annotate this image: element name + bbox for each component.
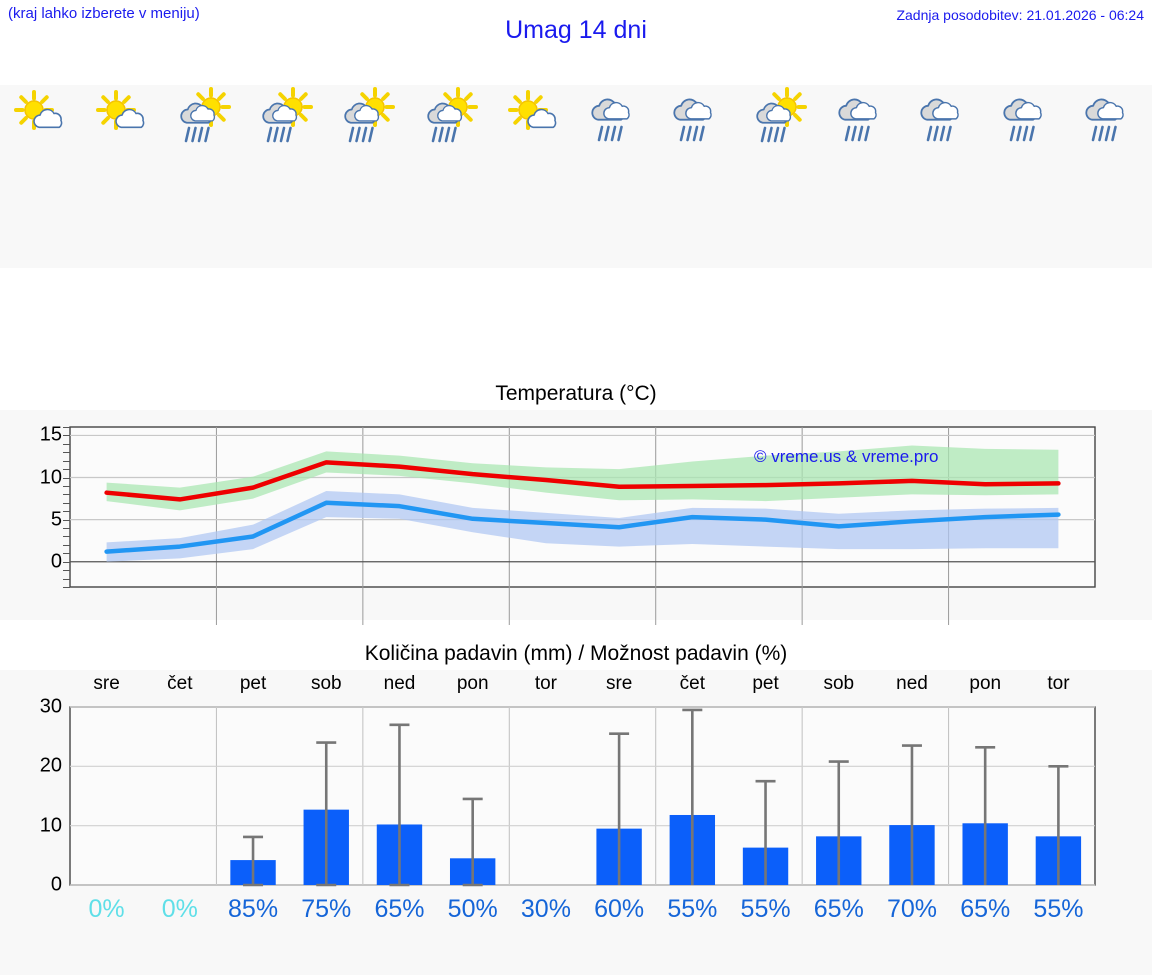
precipitation-day-label: pon <box>969 673 1002 694</box>
precipitation-day-label: ned <box>896 673 928 694</box>
precipitation-day-label: sob <box>310 673 342 694</box>
axis-tick <box>63 469 70 471</box>
precipitation-probability-label: 55% <box>667 895 718 923</box>
precipitation-probability-label: 75% <box>301 895 352 923</box>
cloud-rain-icon <box>905 92 987 144</box>
axis-tick <box>63 561 70 563</box>
precipitation-probability-label: 30% <box>520 895 571 923</box>
precipitation-probability-label: 65% <box>374 895 425 923</box>
precipitation-day-label: ned <box>383 673 416 694</box>
precipitation-day-label: sre <box>93 673 120 694</box>
precipitation-day-label: sre <box>605 673 633 694</box>
day-column[interactable] <box>658 85 740 268</box>
day-column[interactable] <box>247 85 329 268</box>
precipitation-probability-label: 70% <box>886 895 938 923</box>
sun-cloud-rain-icon <box>165 87 247 144</box>
axis-tick <box>63 502 70 504</box>
precipitation-chart-title: Količina padavin (mm) / Možnost padavin … <box>0 640 1152 670</box>
day-column[interactable] <box>905 85 987 268</box>
cloud-rain-icon <box>658 92 740 144</box>
axis-tick <box>63 443 70 445</box>
cloud-rain-icon <box>823 92 905 144</box>
precipitation-probability-row: 0% 0% 85% 75% 65% 50% 30% 60% 55% 55% 65% 70% 65% 55% <box>70 895 1095 924</box>
page-header: (kraj lahko izberete v meniju) Umag 14 d… <box>0 0 1152 62</box>
day-column[interactable] <box>165 85 247 268</box>
day-column[interactable] <box>0 85 82 268</box>
temperature-plot-area: 0 5 10 15 © vreme.us & vreme.pro <box>40 424 1096 625</box>
axis-tick <box>63 427 70 428</box>
precipitation-y-tick-label: 30 <box>39 695 62 718</box>
precipitation-y-tick-label: 0 <box>50 873 62 896</box>
temperature-y-tick-label: 5 <box>50 508 62 531</box>
last-updated-label: Zadnja posodobitev: 21.01.2026 - 06:24 <box>896 7 1144 23</box>
sun-cloud-icon <box>82 90 164 144</box>
precipitation-probability-label: 0% <box>88 895 125 923</box>
location-menu-note[interactable]: (kraj lahko izberete v meniju) <box>8 5 200 22</box>
temperature-chart-section: Temperatura (°C) 0 5 10 15 © vreme.us & vrem… <box>0 380 1152 625</box>
axis-tick <box>63 452 70 454</box>
day-column[interactable] <box>823 85 905 268</box>
day-column[interactable] <box>1070 85 1152 268</box>
precipitation-plot-area: 0 10 20 30 <box>40 696 1096 896</box>
precipitation-day-label: tor <box>1047 673 1070 694</box>
precipitation-probability-label: 0% <box>161 895 198 923</box>
day-column[interactable] <box>576 85 658 268</box>
precipitation-day-label: tor <box>534 673 558 694</box>
temperature-y-tick-label: 0 <box>50 550 62 573</box>
precipitation-day-label: čet <box>167 673 193 694</box>
day-column[interactable] <box>987 85 1069 268</box>
sun-cloud-icon <box>0 90 82 144</box>
precipitation-y-tick-label: 20 <box>39 754 62 777</box>
precipitation-probability-label: 55% <box>1033 895 1084 923</box>
axis-tick <box>63 544 70 546</box>
precipitation-probability-label: 65% <box>960 895 1011 923</box>
day-column[interactable] <box>329 85 411 268</box>
axis-tick <box>63 485 70 487</box>
axis-tick <box>63 578 70 580</box>
axis-tick <box>63 519 70 521</box>
precipitation-day-label: pon <box>456 673 489 694</box>
day-column[interactable] <box>741 85 823 268</box>
precipitation-day-label: pet <box>752 673 779 694</box>
temperature-y-tick-label: 15 <box>39 423 62 446</box>
precipitation-probability-label: 60% <box>594 895 645 923</box>
sun-cloud-rain-icon <box>329 87 411 144</box>
precipitation-probability-label: 65% <box>813 895 864 923</box>
precipitation-probability-label: 55% <box>740 895 791 923</box>
axis-tick <box>63 494 70 496</box>
day-column[interactable] <box>82 85 164 268</box>
axis-tick <box>63 511 70 513</box>
axis-tick <box>63 460 70 462</box>
cloud-rain-icon <box>576 92 658 144</box>
axis-tick <box>63 477 70 479</box>
sun-cloud-icon <box>494 90 576 144</box>
axis-tick <box>63 435 70 437</box>
axis-tick <box>63 570 70 572</box>
sun-cloud-rain-icon <box>247 87 329 144</box>
sun-cloud-rain-icon <box>741 87 823 144</box>
cloud-rain-icon <box>1070 92 1152 144</box>
page-title: Umag 14 dni <box>505 16 647 44</box>
temperature-y-tick-label: 10 <box>39 466 62 489</box>
precipitation-day-labels: sre čet pet sob ned pon tor sre čet pet sob ned pon t… <box>70 673 1095 699</box>
axis-tick <box>63 528 70 530</box>
temperature-chart-title: Temperatura (°C) <box>0 380 1152 410</box>
precipitation-day-label: sob <box>823 673 855 694</box>
daily-forecast-strip <box>0 85 1152 268</box>
day-column[interactable] <box>494 85 576 268</box>
precipitation-probability-label: 85% <box>228 895 279 923</box>
precipitation-chart-section: Količina padavin (mm) / Možnost padavin … <box>0 640 1152 975</box>
sun-cloud-rain-icon <box>411 87 493 144</box>
cloud-rain-icon <box>987 92 1069 144</box>
precipitation-y-tick-label: 10 <box>39 814 62 837</box>
watermark: © vreme.us & vreme.pro <box>754 447 939 466</box>
axis-tick <box>63 553 70 555</box>
axis-tick <box>63 587 70 588</box>
precipitation-day-label: pet <box>239 673 267 694</box>
precipitation-day-label: čet <box>679 673 706 694</box>
day-column[interactable] <box>411 85 493 268</box>
axis-tick <box>63 536 70 538</box>
precipitation-probability-label: 50% <box>447 895 498 923</box>
